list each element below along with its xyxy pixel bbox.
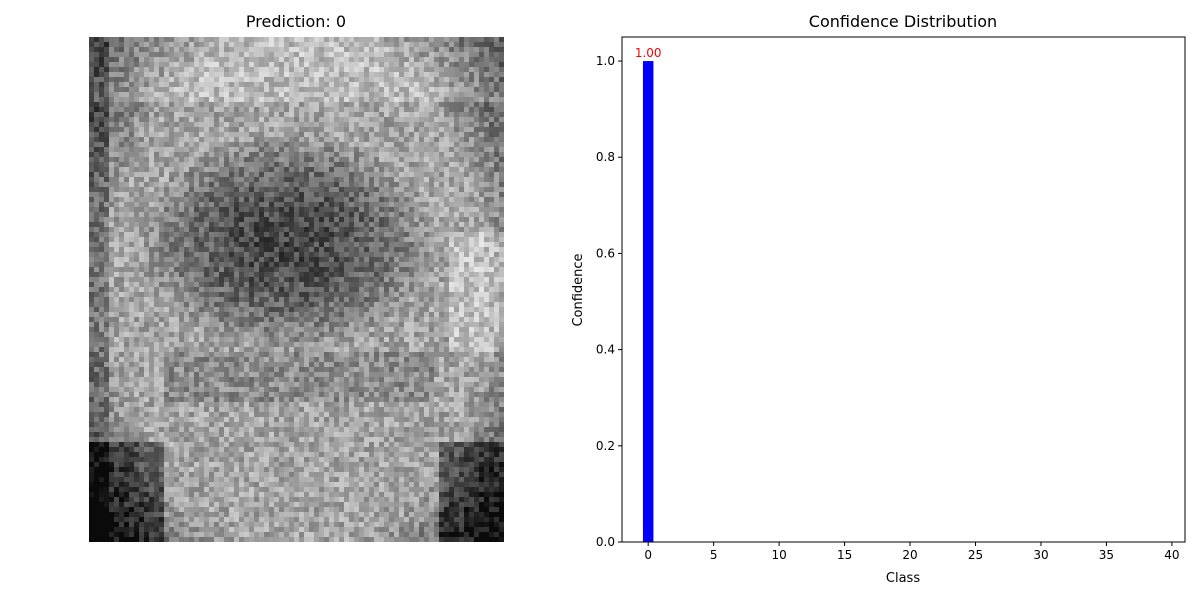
- bar-class-0: [642, 61, 654, 543]
- x-tick-label: 0: [644, 548, 652, 562]
- chart-title: Confidence Distribution: [808, 12, 998, 31]
- y-axis-label: Confidence: [571, 253, 586, 326]
- x-axis-label: Class: [886, 571, 920, 586]
- x-tick-label: 30: [1033, 548, 1048, 562]
- bar-value-label: 1.00: [635, 46, 662, 60]
- face-image: [89, 37, 504, 542]
- y-tick-label: 0.4: [596, 343, 615, 357]
- x-tick-label: 40: [1164, 548, 1179, 562]
- x-tick-label: 20: [902, 548, 917, 562]
- plot-frame: [621, 36, 1186, 543]
- x-tick-label: 25: [968, 548, 983, 562]
- x-tick-label: 5: [710, 548, 718, 562]
- y-tick-label: 0.8: [596, 150, 615, 164]
- y-tick-label: 0.6: [596, 246, 615, 260]
- y-tick-label: 0.2: [596, 439, 615, 453]
- x-tick-label: 35: [1099, 548, 1114, 562]
- x-tick-label: 10: [771, 548, 786, 562]
- y-tick-label: 0.0: [596, 535, 615, 549]
- x-tick-label: 15: [837, 548, 852, 562]
- prediction-title: Prediction: 0: [245, 12, 347, 31]
- y-tick-label: 1.0: [596, 54, 615, 68]
